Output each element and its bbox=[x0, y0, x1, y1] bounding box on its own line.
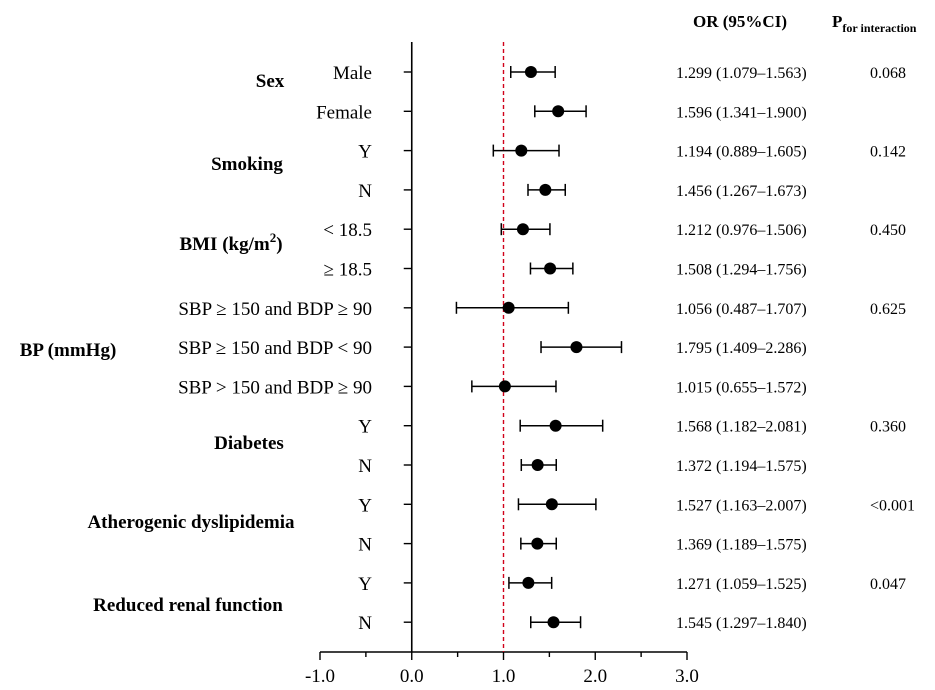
forest-row: < 18.5 1.212 (0.976–1.506) 0.450 bbox=[323, 220, 906, 241]
forest-row: SBP > 150 and BDP ≥ 90 1.015 (0.655–1.572… bbox=[178, 377, 807, 398]
row-label: Y bbox=[358, 142, 372, 163]
forest-row: Y 1.527 (1.163–2.007) <0.001 bbox=[358, 495, 915, 516]
p-value: 0.142 bbox=[870, 144, 906, 161]
group-label-smoking: Smoking bbox=[211, 154, 283, 175]
forest-row: Y 1.271 (1.059–1.525) 0.047 bbox=[358, 574, 906, 595]
or-ci-text: 1.545 (1.297–1.840) bbox=[676, 615, 807, 632]
forest-row: N 1.369 (1.189–1.575) bbox=[358, 535, 806, 556]
p-header-main: P bbox=[832, 12, 842, 31]
data-rows: Male 1.299 (1.079–1.563) 0.068 Female 1.596 … bbox=[178, 63, 915, 634]
row-label: ≥ 18.5 bbox=[324, 260, 372, 281]
group-label-reduced-renal-function: Reduced renal function bbox=[93, 595, 283, 616]
point-estimate bbox=[531, 537, 544, 550]
forest-row: SBP ≥ 150 and BDP ≥ 90 1.056 (0.487–1.707… bbox=[178, 299, 906, 320]
row-label: N bbox=[358, 181, 372, 202]
p-value: 0.360 bbox=[870, 419, 906, 436]
point-estimate bbox=[524, 66, 537, 78]
point-estimate bbox=[547, 616, 560, 629]
row-label: SBP > 150 and BDP ≥ 90 bbox=[178, 377, 372, 398]
x-tick-label: -1.0 bbox=[305, 666, 335, 687]
p-value: 0.450 bbox=[870, 222, 906, 239]
row-label: Male bbox=[333, 63, 372, 84]
point-estimate bbox=[516, 223, 529, 236]
or-ci-text: 1.568 (1.182–2.081) bbox=[676, 419, 807, 436]
p-header-sub: for interaction bbox=[842, 21, 916, 35]
forest-row: ≥ 18.5 1.508 (1.294–1.756) bbox=[324, 260, 807, 281]
row-label: Y bbox=[358, 495, 372, 516]
row-label: Y bbox=[358, 417, 372, 438]
row-label: SBP ≥ 150 and BDP < 90 bbox=[178, 338, 372, 359]
or-ci-text: 1.596 (1.341–1.900) bbox=[676, 104, 807, 121]
p-value: <0.001 bbox=[870, 497, 915, 514]
or-ci-text: 1.456 (1.267–1.673) bbox=[676, 183, 807, 200]
p-value: 0.068 bbox=[870, 65, 906, 82]
group-label-bp: BP (mmHg) bbox=[20, 340, 117, 361]
point-estimate bbox=[515, 144, 528, 157]
forest-row: Female 1.596 (1.341–1.900) bbox=[316, 102, 807, 123]
or-ci-text: 1.527 (1.163–2.007) bbox=[676, 497, 807, 514]
group-label-bmi: BMI (kg/m2) bbox=[179, 230, 282, 255]
point-estimate bbox=[549, 419, 562, 432]
row-label: Y bbox=[358, 574, 372, 595]
forest-row: Y 1.194 (0.889–1.605) 0.142 bbox=[358, 142, 906, 163]
or-ci-text: 1.372 (1.194–1.575) bbox=[676, 458, 807, 475]
group-label-atherogenic-dyslipidemia: Atherogenic dyslipidemia bbox=[87, 512, 295, 533]
x-tick-label: 3.0 bbox=[675, 666, 699, 687]
or-ci-text: 1.212 (0.976–1.506) bbox=[676, 222, 807, 239]
bmi-label-main: BMI (kg/m bbox=[179, 234, 269, 255]
forest-row: N 1.545 (1.297–1.840) bbox=[358, 613, 806, 634]
or-ci-text: 1.015 (0.655–1.572) bbox=[676, 379, 807, 396]
point-estimate bbox=[545, 498, 558, 511]
forest-row: SBP ≥ 150 and BDP < 90 1.795 (1.409–2.286… bbox=[178, 338, 807, 359]
row-label: N bbox=[358, 535, 372, 556]
bmi-label-suffix: ) bbox=[276, 234, 282, 255]
or-column-header: OR (95%CI) bbox=[693, 12, 787, 31]
or-ci-text: 1.508 (1.294–1.756) bbox=[676, 262, 807, 279]
point-estimate bbox=[522, 576, 535, 589]
group-label-diabetes: Diabetes bbox=[214, 433, 284, 454]
or-ci-text: 1.299 (1.079–1.563) bbox=[676, 65, 807, 82]
bmi-label-sup: 2 bbox=[270, 230, 277, 245]
point-estimate bbox=[570, 341, 583, 354]
forest-row: Male 1.299 (1.079–1.563) 0.068 bbox=[333, 63, 906, 84]
group-label-sex: Sex bbox=[256, 71, 285, 92]
or-ci-text: 1.795 (1.409–2.286) bbox=[676, 340, 807, 357]
row-label: SBP ≥ 150 and BDP ≥ 90 bbox=[178, 299, 372, 320]
or-ci-text: 1.056 (0.487–1.707) bbox=[676, 301, 807, 318]
x-tick-label: 1.0 bbox=[492, 666, 516, 687]
p-value: 0.625 bbox=[870, 301, 906, 318]
or-ci-text: 1.194 (0.889–1.605) bbox=[676, 144, 807, 161]
or-ci-text: 1.369 (1.189–1.575) bbox=[676, 537, 807, 554]
point-estimate bbox=[544, 262, 557, 275]
group-labels: Sex Smoking BMI (kg/m2) BP (mmHg) Diabet… bbox=[20, 71, 295, 616]
row-label: Female bbox=[316, 102, 372, 123]
point-estimate bbox=[552, 105, 565, 118]
x-tick-label: 0.0 bbox=[400, 666, 424, 687]
point-estimate bbox=[498, 380, 511, 393]
row-label: < 18.5 bbox=[323, 220, 372, 241]
row-label: N bbox=[358, 613, 372, 634]
point-estimate bbox=[531, 459, 544, 471]
p-column-header: Pfor interaction bbox=[832, 12, 917, 35]
or-ci-text: 1.271 (1.059–1.525) bbox=[676, 576, 807, 593]
point-estimate bbox=[539, 183, 552, 196]
point-estimate bbox=[502, 301, 515, 314]
forest-row: N 1.456 (1.267–1.673) bbox=[358, 181, 806, 202]
forest-row: Y 1.568 (1.182–2.081) 0.360 bbox=[358, 417, 906, 438]
row-label: N bbox=[358, 456, 372, 477]
x-tick-label: 2.0 bbox=[583, 666, 607, 687]
forest-row: N 1.372 (1.194–1.575) bbox=[358, 456, 806, 477]
p-value: 0.047 bbox=[870, 576, 906, 593]
